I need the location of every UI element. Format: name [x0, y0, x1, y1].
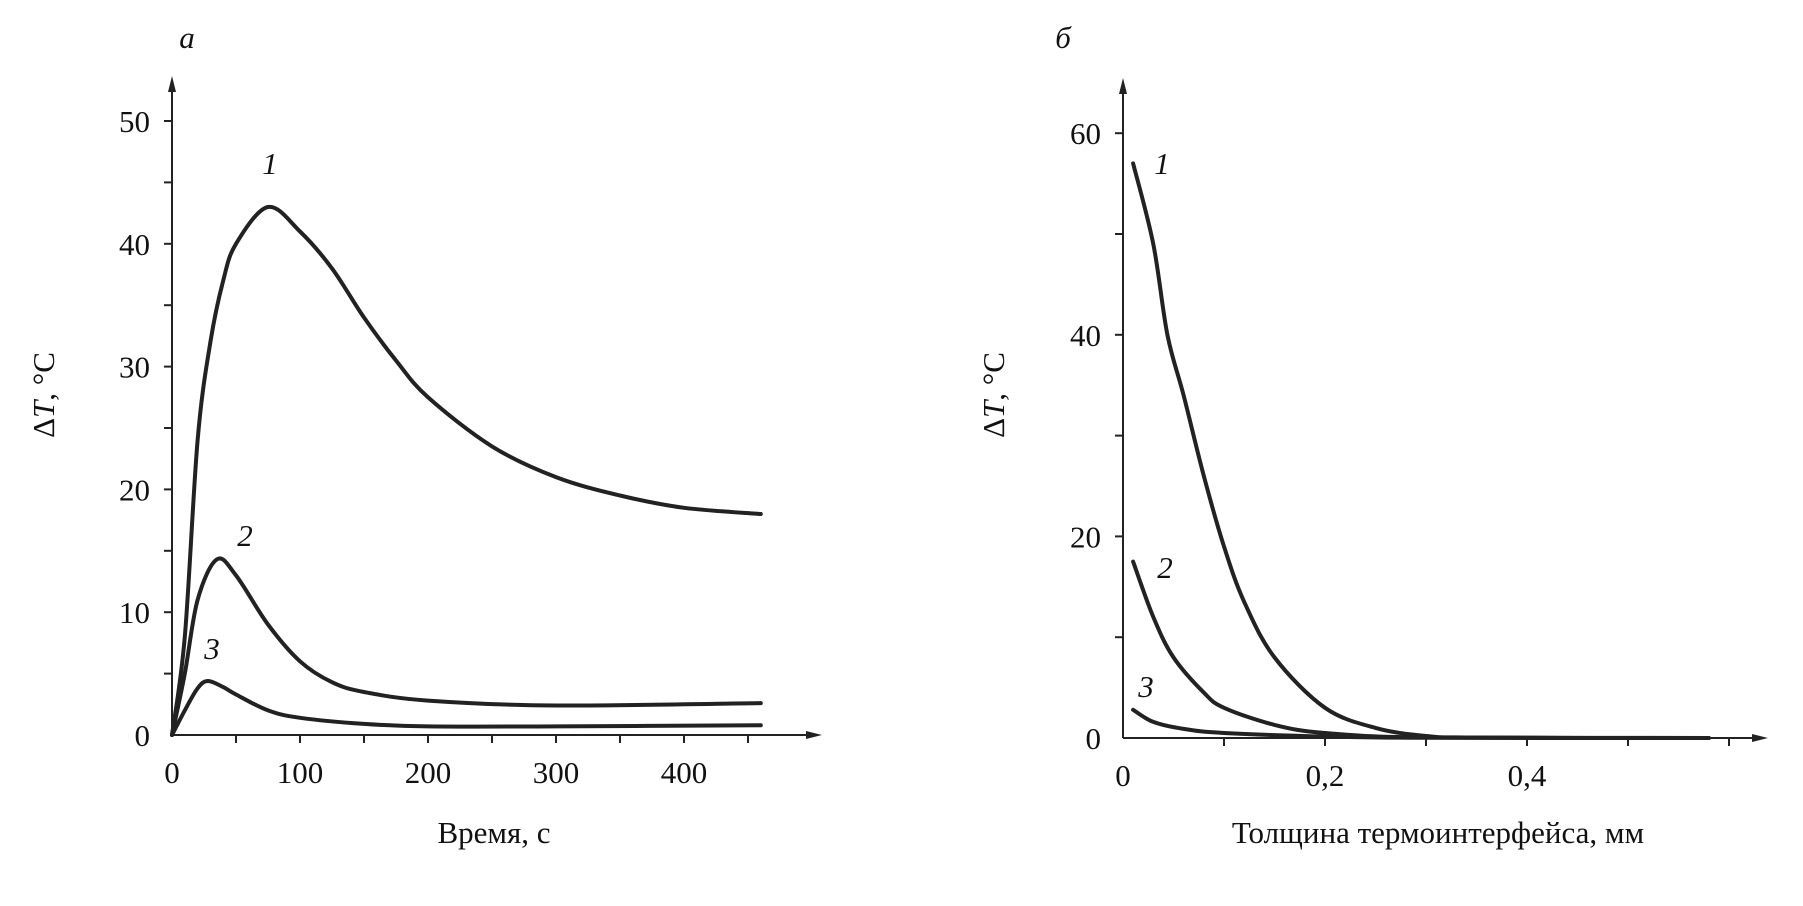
x-tick-label: 0,4 — [1508, 758, 1547, 793]
y-axis-title-var: T — [26, 398, 61, 418]
panel-label: а — [179, 20, 195, 55]
panel-b: б Толщина термоинтерфейса, мм ΔT, °C 020… — [976, 20, 1768, 850]
series-line-3 — [1131, 707, 1711, 740]
x-tick-label: 400 — [661, 755, 708, 790]
series-label-1: 1 — [1154, 146, 1170, 181]
y-tick-label: 20 — [1070, 519, 1101, 554]
x-axis-title: Время, с — [437, 815, 550, 850]
x-tick-label: 200 — [405, 755, 452, 790]
y-axis-title: ΔT, °C — [26, 352, 61, 438]
y-tick-label: 60 — [1070, 116, 1101, 151]
series-line-2 — [170, 556, 763, 737]
series-line-3 — [170, 679, 763, 737]
x-tick-label: 100 — [277, 755, 324, 790]
y-tick-label: 0 — [1086, 721, 1102, 756]
x-axis-arrow — [806, 731, 822, 739]
x-tick-label: 0,2 — [1306, 758, 1345, 793]
y-tick-label: 40 — [119, 227, 150, 262]
y-tick-label: 10 — [119, 595, 150, 630]
panel-label: б — [1055, 20, 1072, 55]
y-tick-label: 30 — [119, 350, 150, 385]
series-label-1: 1 — [262, 146, 278, 181]
y-tick-label: 0 — [135, 718, 151, 753]
x-axis-title: Толщина термоинтерфейса, мм — [1232, 815, 1644, 850]
series-label-2: 2 — [237, 518, 253, 553]
y-axis-title: ΔT, °C — [976, 352, 1011, 438]
y-tick-label: 20 — [119, 472, 150, 507]
y-axis-title-prefix: Δ — [26, 418, 61, 438]
x-tick-label: 300 — [533, 755, 580, 790]
series-line-1 — [170, 204, 763, 737]
y-tick-label: 40 — [1070, 318, 1101, 353]
y-axis-arrow — [1119, 78, 1127, 94]
series-line-1 — [1131, 161, 1711, 740]
series-label-3: 3 — [203, 631, 220, 666]
y-axis-title-suffix: , °C — [976, 352, 1011, 401]
series-label-3: 3 — [1137, 669, 1154, 704]
y-axis-title-suffix: , °C — [26, 352, 61, 401]
series-line-2 — [1131, 559, 1711, 741]
panel-a: а Время, с ΔT, °C 0 10 20 30 40 50 0 100 200 300 4… — [26, 20, 822, 850]
x-axis-arrow — [1752, 734, 1768, 742]
x-tick-label: 0 — [1115, 758, 1131, 793]
x-tick-label: 0 — [164, 755, 180, 790]
series-label-2: 2 — [1157, 550, 1173, 585]
y-axis-title-var: T — [976, 398, 1011, 418]
y-axis-title-prefix: Δ — [976, 418, 1011, 438]
y-axis-arrow — [168, 76, 176, 92]
y-tick-label: 50 — [119, 104, 150, 139]
